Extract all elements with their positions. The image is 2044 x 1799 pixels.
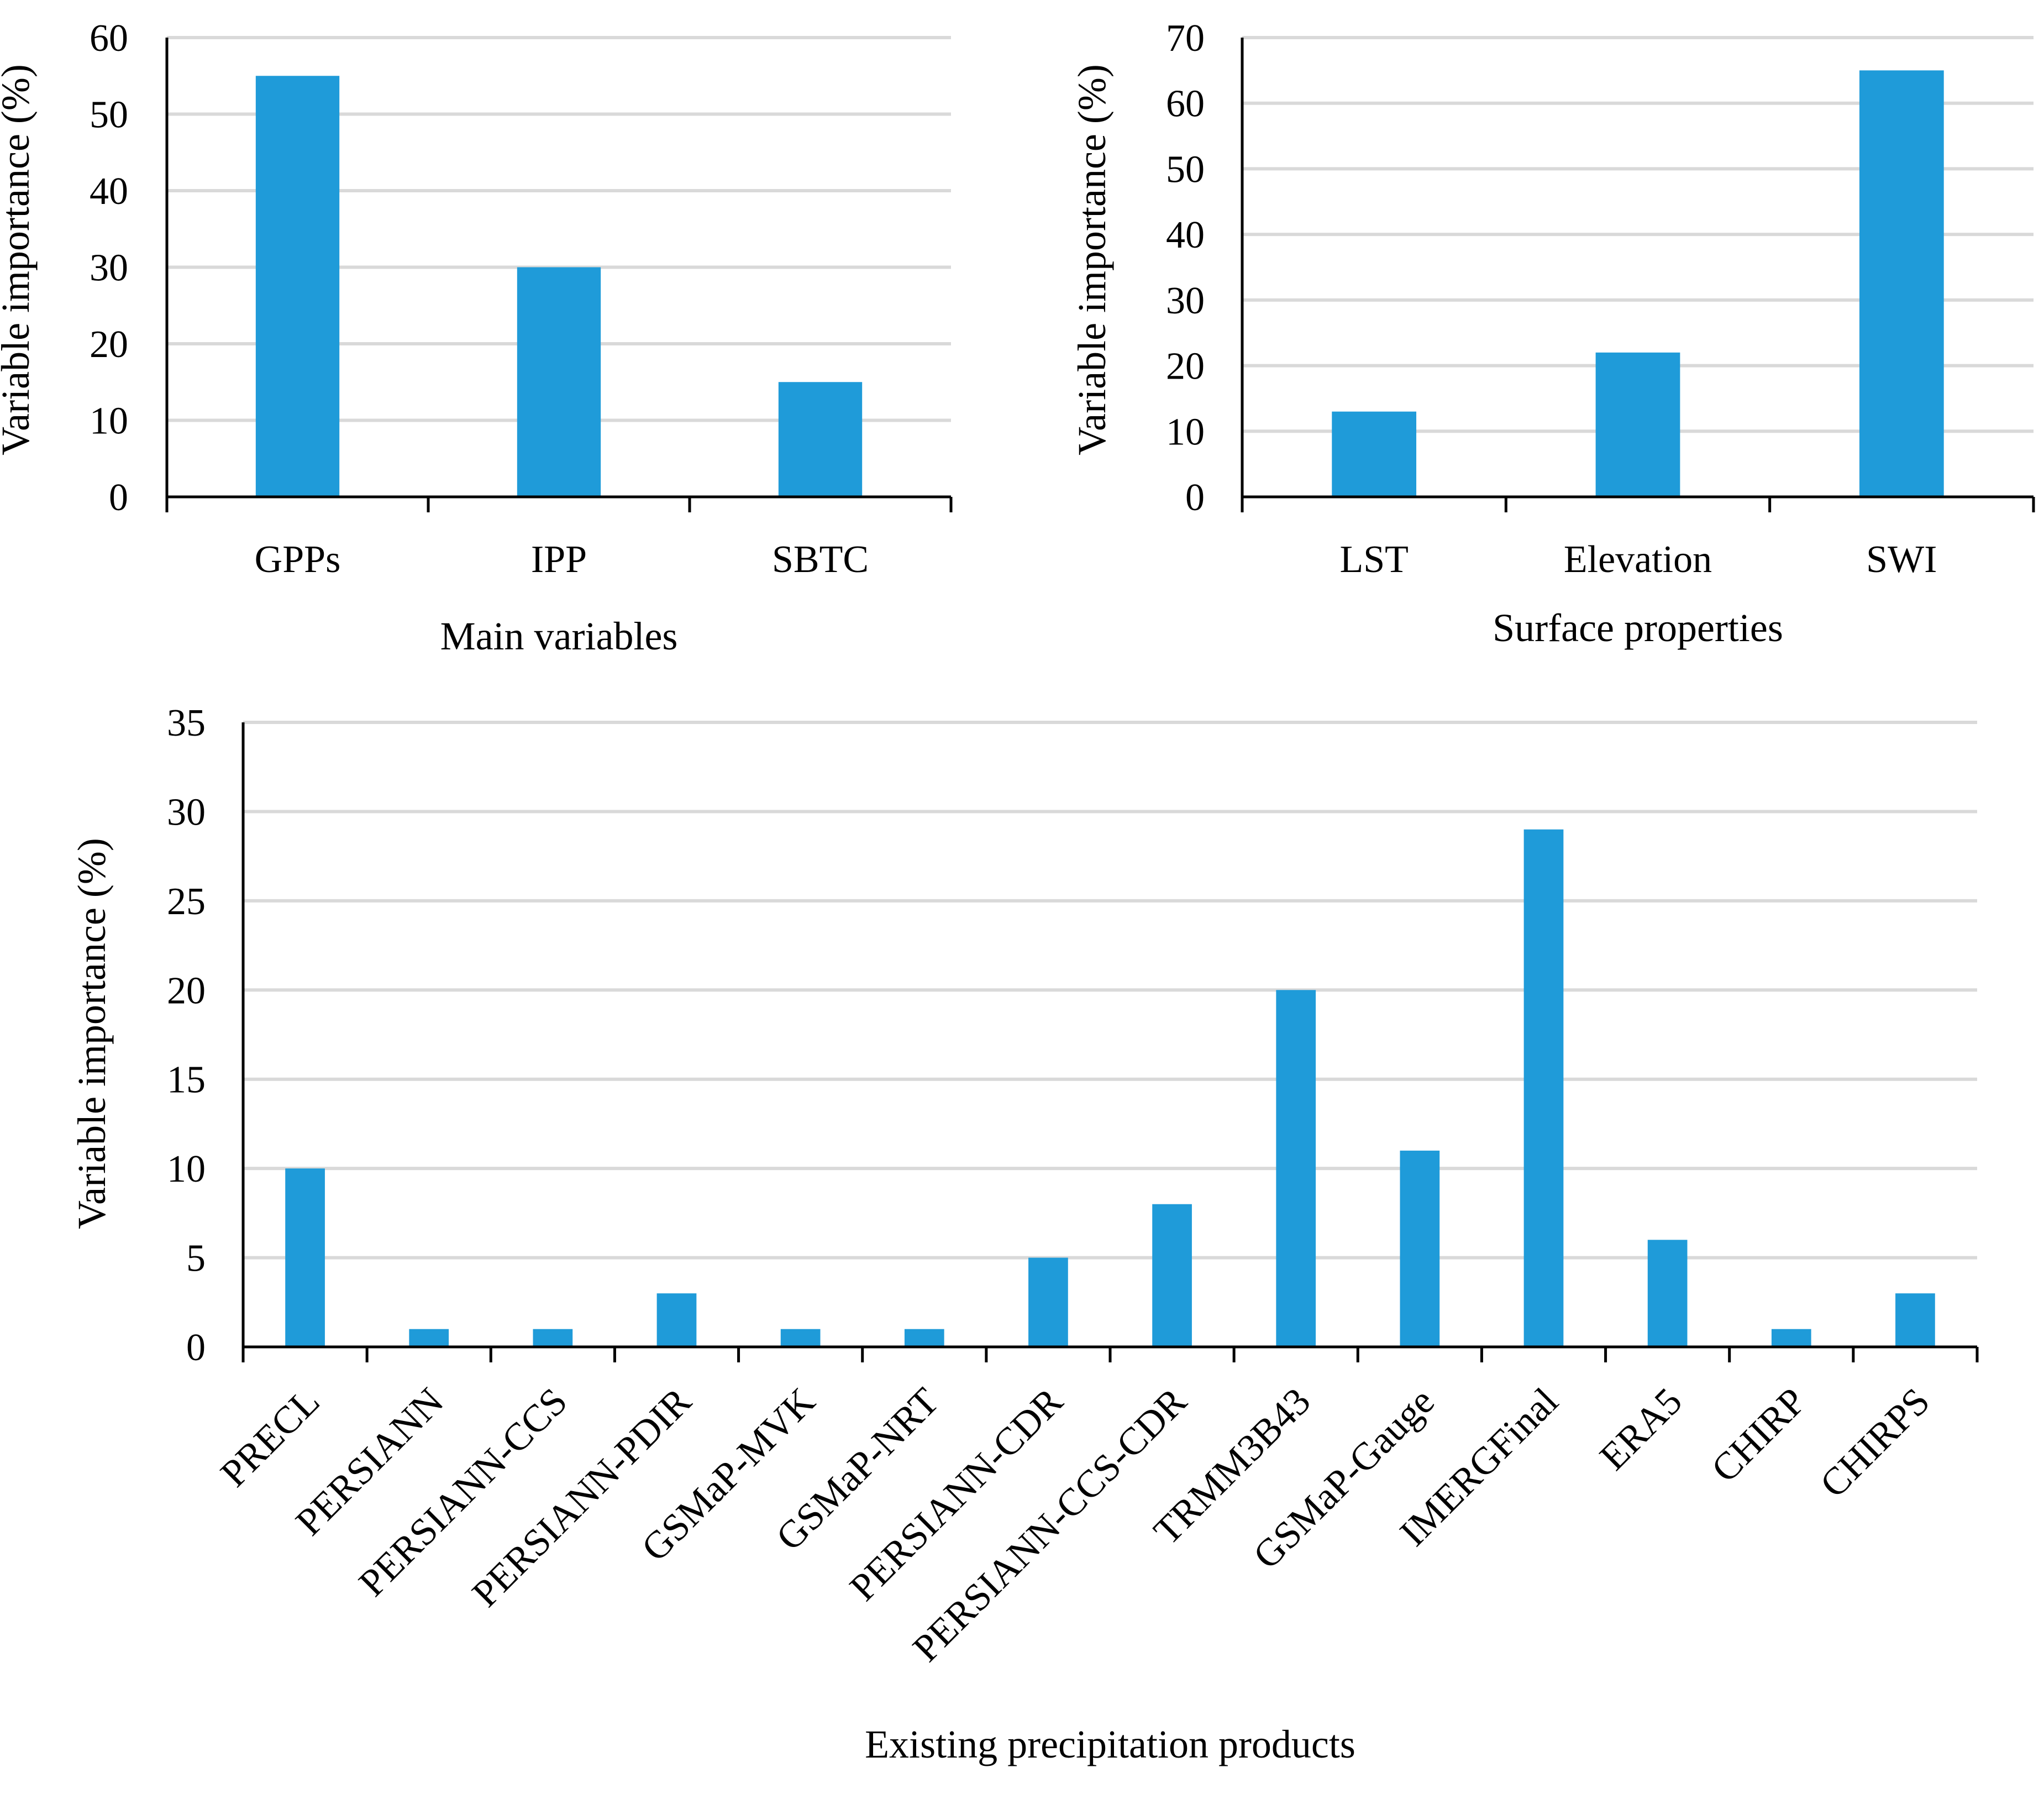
bar-elevation bbox=[1595, 352, 1680, 497]
category-label-elevation: Elevation bbox=[1564, 538, 1712, 581]
y-tick-label-20: 20 bbox=[90, 323, 128, 366]
bar-gsmap-gauge bbox=[1400, 1150, 1440, 1347]
bar-swi bbox=[1859, 70, 1944, 497]
category-label-lst: LST bbox=[1339, 538, 1408, 581]
y-tick-label-20: 20 bbox=[1166, 345, 1205, 388]
y-tick-label-30: 30 bbox=[1166, 280, 1205, 322]
bar-precl bbox=[285, 1168, 325, 1347]
y-tick-label-10: 10 bbox=[167, 1148, 206, 1190]
y-tick-label-40: 40 bbox=[1166, 214, 1205, 256]
y-tick-label-50: 50 bbox=[90, 94, 128, 137]
y-tick-label-30: 30 bbox=[167, 791, 206, 833]
y-tick-label-50: 50 bbox=[1166, 148, 1205, 191]
y-tick-label-35: 35 bbox=[167, 702, 206, 744]
category-label-gpps: GPPs bbox=[255, 538, 341, 581]
y-tick-label-15: 15 bbox=[167, 1059, 206, 1102]
bar-persiann-pdir bbox=[656, 1293, 697, 1347]
y-tick-label-0: 0 bbox=[186, 1326, 206, 1369]
y-tick-label-60: 60 bbox=[90, 17, 128, 60]
category-label-swi: SWI bbox=[1866, 538, 1937, 581]
bar-trmm3b43 bbox=[1276, 990, 1316, 1347]
y-tick-label-10: 10 bbox=[90, 400, 128, 443]
y-axis-title: Variable importance (%) bbox=[1070, 64, 1114, 455]
bar-imergfinal bbox=[1523, 829, 1564, 1347]
bar-ipp bbox=[517, 267, 601, 497]
y-tick-label-20: 20 bbox=[167, 969, 206, 1012]
x-axis-title: Existing precipitation products bbox=[865, 1722, 1355, 1766]
y-tick-label-5: 5 bbox=[186, 1237, 206, 1280]
chart-surface-properties: 0 10 20 30 40 50 60 70 LST Elevation SWI Surface pr… bbox=[1070, 17, 2035, 650]
bar-persiann-ccs bbox=[533, 1329, 573, 1347]
y-axis-title: Variable importance (%) bbox=[0, 64, 38, 455]
y-tick-label-30: 30 bbox=[90, 247, 128, 290]
y-axis-title: Variable importance (%) bbox=[70, 838, 114, 1229]
bar-chirp bbox=[1771, 1329, 1811, 1347]
bar-persiann-cdr bbox=[1028, 1257, 1068, 1347]
x-axis-title: Main variables bbox=[440, 614, 678, 658]
bar-lst bbox=[1332, 411, 1417, 497]
y-tick-label-0: 0 bbox=[1185, 476, 1205, 519]
bar-era5 bbox=[1647, 1240, 1688, 1347]
bar-gpps bbox=[255, 76, 340, 497]
category-label-sbtc: SBTC bbox=[772, 538, 869, 581]
bar-gsmap-mvk bbox=[780, 1329, 821, 1347]
y-tick-label-40: 40 bbox=[90, 170, 128, 213]
y-tick-label-10: 10 bbox=[1166, 411, 1205, 453]
y-tick-label-25: 25 bbox=[167, 880, 206, 923]
y-tick-label-70: 70 bbox=[1166, 17, 1205, 60]
bar-persiann-ccs-cdr bbox=[1152, 1204, 1192, 1347]
chart-main-variables: 0 10 20 30 40 50 60 GPPs IPP SBTC Main variables Va… bbox=[0, 17, 953, 658]
bar-persiann bbox=[409, 1329, 449, 1347]
y-tick-label-0: 0 bbox=[109, 476, 128, 519]
bar-gsmap-nrt bbox=[904, 1329, 944, 1347]
bar-chirps bbox=[1895, 1293, 1935, 1347]
y-tick-label-60: 60 bbox=[1166, 83, 1205, 125]
x-axis-title: Surface properties bbox=[1493, 606, 1783, 650]
bar-sbtc bbox=[778, 382, 863, 497]
category-label-ipp: IPP bbox=[531, 538, 587, 581]
